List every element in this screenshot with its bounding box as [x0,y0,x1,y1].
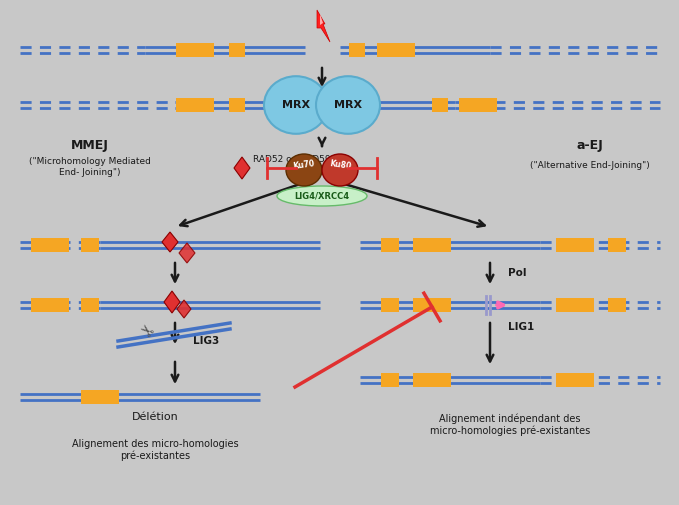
Text: Alignement indépendant des
micro-homologies pré-existantes: Alignement indépendant des micro-homolog… [430,414,590,436]
FancyBboxPatch shape [413,373,451,387]
FancyBboxPatch shape [176,43,214,57]
Polygon shape [164,291,180,313]
FancyBboxPatch shape [608,238,626,252]
Ellipse shape [264,76,328,134]
Text: MRX: MRX [282,100,310,110]
FancyBboxPatch shape [31,238,69,252]
FancyBboxPatch shape [459,98,497,112]
FancyBboxPatch shape [349,43,365,57]
Text: ("Alternative End-Joining"): ("Alternative End-Joining") [530,161,650,170]
Polygon shape [162,232,178,252]
Text: LIG1: LIG1 [508,322,534,332]
FancyBboxPatch shape [608,298,626,312]
FancyBboxPatch shape [381,238,399,252]
Ellipse shape [286,154,322,186]
Text: MMEJ: MMEJ [71,138,109,152]
Text: Délétion: Délétion [132,412,179,422]
FancyBboxPatch shape [229,98,245,112]
Text: RAD52 ou RAD59: RAD52 ou RAD59 [253,156,331,165]
FancyBboxPatch shape [556,373,594,387]
FancyBboxPatch shape [81,390,119,404]
Ellipse shape [316,76,380,134]
Polygon shape [234,157,250,179]
FancyBboxPatch shape [432,98,448,112]
FancyBboxPatch shape [556,238,594,252]
Polygon shape [177,300,191,318]
Text: ("Microhomology Mediated
End- Joining"): ("Microhomology Mediated End- Joining") [29,157,151,177]
FancyBboxPatch shape [381,298,399,312]
Text: Ku70: Ku70 [293,159,316,171]
Ellipse shape [277,186,367,206]
Text: LIG3: LIG3 [193,336,219,346]
Text: LIG4/XRCC4: LIG4/XRCC4 [295,191,350,200]
Text: Alignement des micro-homologies
pré-existantes: Alignement des micro-homologies pré-exis… [72,439,238,461]
FancyBboxPatch shape [31,298,69,312]
Text: ✂: ✂ [136,318,158,340]
FancyBboxPatch shape [229,43,245,57]
FancyBboxPatch shape [81,298,99,312]
Text: a-EJ: a-EJ [576,138,604,152]
FancyBboxPatch shape [413,298,451,312]
Polygon shape [317,10,330,42]
FancyBboxPatch shape [381,373,399,387]
FancyBboxPatch shape [377,43,415,57]
Ellipse shape [322,154,358,186]
Text: MRX: MRX [334,100,362,110]
Polygon shape [320,14,323,25]
Text: Pol: Pol [508,268,526,278]
Polygon shape [179,243,195,263]
FancyBboxPatch shape [413,238,451,252]
FancyBboxPatch shape [81,238,99,252]
FancyBboxPatch shape [176,98,214,112]
Text: Ku80: Ku80 [329,159,352,171]
FancyBboxPatch shape [556,298,594,312]
